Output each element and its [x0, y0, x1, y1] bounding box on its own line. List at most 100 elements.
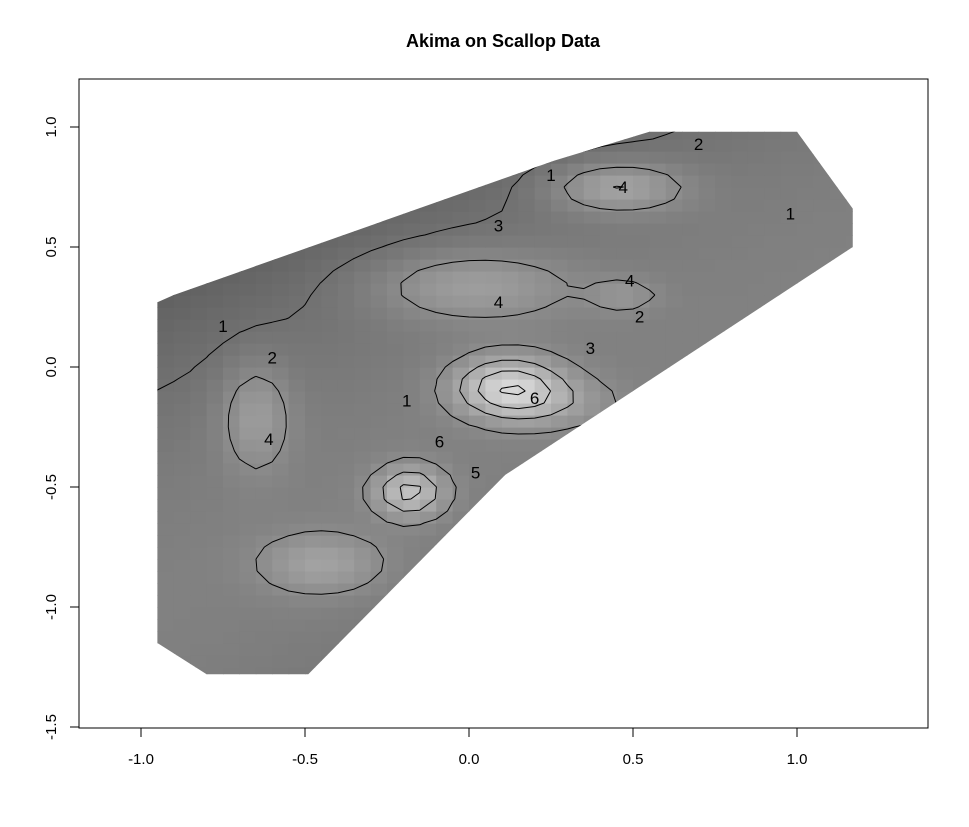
surface-cell — [813, 475, 831, 488]
surface-cell — [419, 475, 437, 488]
surface-cell — [518, 439, 536, 452]
surface-cell — [223, 535, 240, 548]
surface-cell — [600, 223, 618, 236]
surface-cell — [846, 427, 853, 440]
surface-cell — [698, 415, 716, 428]
surface-cell — [354, 151, 372, 164]
surface-cell — [715, 259, 732, 272]
surface-cell — [813, 511, 831, 524]
surface-cell — [354, 199, 372, 212]
surface-cell — [354, 667, 372, 675]
surface-cell — [551, 391, 568, 404]
surface-cell — [157, 439, 158, 452]
surface-cell — [846, 247, 853, 260]
surface-cell — [633, 655, 650, 668]
surface-cell — [452, 667, 470, 675]
surface-cell — [305, 379, 322, 392]
surface-cell — [583, 163, 601, 176]
surface-cell — [255, 211, 273, 224]
surface-cell — [403, 655, 421, 668]
surface-cell — [501, 331, 519, 344]
surface-cell — [829, 595, 847, 608]
surface-cell — [387, 271, 404, 284]
surface-cell — [272, 199, 290, 212]
surface-cell — [534, 499, 552, 512]
surface-cell — [846, 259, 853, 272]
surface-cell — [518, 451, 536, 464]
surface-cell — [551, 331, 568, 344]
surface-cell — [698, 523, 716, 536]
surface-cell — [829, 259, 847, 272]
surface-cell — [403, 631, 421, 644]
surface-cell — [879, 331, 896, 344]
surface-cell — [305, 499, 322, 512]
surface-cell — [829, 439, 847, 452]
surface-cell — [567, 559, 585, 572]
surface-cell — [501, 499, 519, 512]
surface-cell — [190, 403, 208, 416]
surface-cell — [469, 619, 486, 632]
surface-cell — [518, 643, 536, 656]
surface-cell — [371, 115, 388, 128]
surface-cell — [715, 415, 732, 428]
surface-cell — [223, 415, 240, 428]
surface-cell — [387, 451, 404, 464]
surface-cell — [879, 355, 896, 368]
surface-cell — [518, 199, 536, 212]
surface-cell — [665, 319, 683, 332]
surface-cell — [633, 523, 650, 536]
surface-cell — [551, 451, 568, 464]
surface-cell — [305, 619, 322, 632]
surface-cell — [255, 271, 273, 284]
surface-cell — [879, 199, 896, 212]
surface-cell — [879, 451, 896, 464]
surface-cell — [846, 631, 853, 644]
surface-cell — [206, 535, 224, 548]
surface-cell — [649, 499, 667, 512]
surface-cell — [255, 607, 273, 620]
surface-cell — [829, 319, 847, 332]
surface-cell — [337, 295, 355, 308]
surface-cell — [682, 535, 700, 548]
surface-cell — [846, 595, 853, 608]
surface-cell — [256, 115, 273, 128]
surface-cell — [272, 151, 290, 164]
surface-cell — [469, 379, 486, 392]
surface-cell — [305, 259, 322, 272]
surface-cell — [534, 511, 552, 524]
surface-cell — [387, 235, 404, 248]
surface-cell — [715, 631, 732, 644]
surface-cell — [863, 115, 880, 128]
surface-cell — [780, 523, 798, 536]
surface-cell — [419, 535, 437, 548]
surface-cell — [731, 151, 749, 164]
surface-cell — [485, 427, 503, 440]
surface-cell — [255, 307, 273, 320]
surface-cell — [206, 427, 224, 440]
surface-cell — [419, 499, 437, 512]
surface-cell — [863, 463, 880, 476]
surface-cell — [813, 379, 831, 392]
surface-cell — [879, 403, 896, 416]
surface-cell — [797, 139, 814, 152]
surface-cell — [616, 463, 634, 476]
surface-cell — [633, 403, 650, 416]
surface-cell — [879, 547, 896, 560]
surface-cell — [157, 319, 158, 332]
surface-cell — [813, 499, 831, 512]
surface-cell — [370, 355, 388, 368]
surface-cell — [173, 403, 191, 416]
surface-cell — [305, 547, 322, 560]
surface-cell — [370, 199, 388, 212]
surface-cell — [649, 559, 667, 572]
surface-cell — [469, 583, 486, 596]
surface-cell — [616, 379, 634, 392]
surface-cell — [863, 355, 880, 368]
surface-cell — [764, 535, 782, 548]
surface-cell — [813, 235, 831, 248]
contour-label: 2 — [694, 135, 703, 154]
surface-cell — [157, 463, 158, 476]
surface-cell — [567, 131, 585, 140]
surface-cell — [797, 391, 814, 404]
surface-cell — [879, 655, 896, 668]
